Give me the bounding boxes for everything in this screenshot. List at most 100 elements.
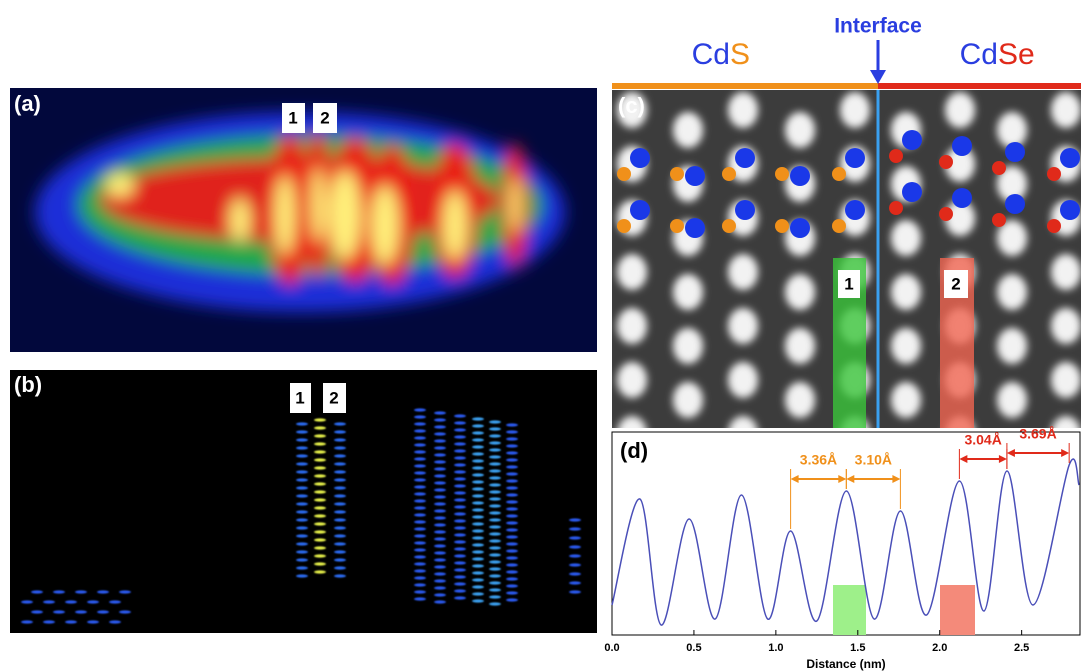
cdse-bar xyxy=(878,83,1081,89)
streak xyxy=(569,527,581,530)
atom-column xyxy=(785,328,815,364)
annotation-label: 3.04Å xyxy=(964,432,1001,448)
streak xyxy=(296,478,308,481)
streak xyxy=(506,507,518,510)
streak xyxy=(296,558,308,561)
streak xyxy=(489,434,501,437)
streak xyxy=(472,536,484,539)
cds-s: S xyxy=(730,38,750,71)
s-atom xyxy=(832,219,846,233)
streak xyxy=(506,542,518,545)
streak xyxy=(506,430,518,433)
panel-label: (b) xyxy=(14,372,42,397)
streak xyxy=(314,450,326,453)
x-tick-label: 1.5 xyxy=(850,642,865,654)
streak xyxy=(434,418,446,421)
streak xyxy=(489,546,501,549)
streak xyxy=(53,610,65,613)
x-tick-label: 2.0 xyxy=(932,642,947,654)
cd-atom xyxy=(630,148,650,168)
heat-yellow xyxy=(230,198,250,242)
atom-column xyxy=(673,382,703,418)
streak xyxy=(472,445,484,448)
streak xyxy=(434,530,446,533)
se-atom xyxy=(939,207,953,221)
streak xyxy=(569,554,581,557)
atom-column xyxy=(1051,362,1081,398)
streak xyxy=(454,442,466,445)
streak xyxy=(454,533,466,536)
heat-yellow xyxy=(371,185,399,265)
streak xyxy=(296,502,308,505)
streak xyxy=(414,534,426,537)
streak xyxy=(65,620,77,623)
streak xyxy=(314,426,326,429)
streak xyxy=(434,572,446,575)
streak xyxy=(454,477,466,480)
streak xyxy=(434,432,446,435)
streak xyxy=(314,466,326,469)
atom-column xyxy=(728,254,758,290)
streak xyxy=(472,508,484,511)
streak xyxy=(296,422,308,425)
cds-bar xyxy=(612,83,878,89)
streak xyxy=(569,536,581,539)
column-label: 2 xyxy=(320,108,329,127)
streak xyxy=(334,422,346,425)
cd-atom xyxy=(902,130,922,150)
annotation-label: 3.69Å xyxy=(1019,426,1056,442)
atom-column xyxy=(891,220,921,256)
heat-yellow xyxy=(275,175,295,255)
streak xyxy=(434,600,446,603)
streak xyxy=(454,519,466,522)
streak xyxy=(506,500,518,503)
atom-column xyxy=(945,92,975,128)
streak xyxy=(434,537,446,540)
streak xyxy=(454,421,466,424)
streak xyxy=(489,497,501,500)
cd-atom xyxy=(1005,142,1025,162)
streak xyxy=(434,558,446,561)
streak xyxy=(472,466,484,469)
streak xyxy=(21,600,33,603)
atom-column xyxy=(997,328,1027,364)
streak xyxy=(334,478,346,481)
streak xyxy=(314,498,326,501)
streak xyxy=(472,557,484,560)
streak xyxy=(119,590,131,593)
streak xyxy=(489,532,501,535)
streak xyxy=(314,546,326,549)
atom-column xyxy=(785,112,815,148)
x-tick-label: 0.5 xyxy=(686,642,701,654)
streak xyxy=(489,560,501,563)
streak xyxy=(434,509,446,512)
streak xyxy=(314,458,326,461)
streak xyxy=(454,449,466,452)
region-1 xyxy=(833,585,866,635)
streak xyxy=(414,436,426,439)
streak xyxy=(489,441,501,444)
atom-column xyxy=(728,362,758,398)
column-label: 1 xyxy=(295,388,304,407)
body: Interface Cd S Cd Se (d) Distance (nm) (… xyxy=(0,0,1081,672)
streak xyxy=(414,492,426,495)
cd-atom xyxy=(845,200,865,220)
streak xyxy=(454,505,466,508)
cd-atom xyxy=(790,166,810,186)
streak xyxy=(334,534,346,537)
streak xyxy=(489,483,501,486)
atom-column xyxy=(728,308,758,344)
streak xyxy=(334,550,346,553)
streak xyxy=(454,435,466,438)
streak xyxy=(296,518,308,521)
streak xyxy=(414,590,426,593)
streak xyxy=(454,428,466,431)
streak xyxy=(489,602,501,605)
streak xyxy=(506,535,518,538)
streak xyxy=(472,459,484,462)
streak xyxy=(334,446,346,449)
streak xyxy=(434,593,446,596)
streak xyxy=(489,518,501,521)
streak xyxy=(334,526,346,529)
streak xyxy=(434,460,446,463)
